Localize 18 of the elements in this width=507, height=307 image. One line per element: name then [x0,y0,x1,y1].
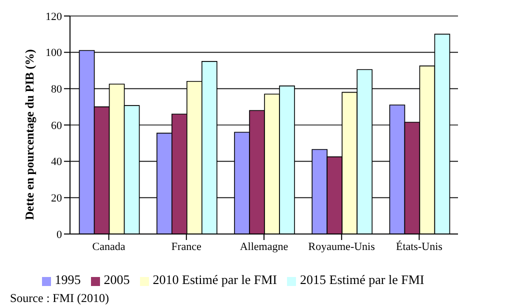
legend-label: 2010 Estimé par le FMI [152,272,277,287]
legend-label: 2005 [104,272,130,287]
y-axis-title: Dette en pourcentage du PIB (%) [22,49,36,220]
y-tick-label: 20 [51,192,62,205]
source-note: Source : FMI (2010) [10,291,109,306]
x-tick-label: France [171,240,202,253]
legend-label: 2015 Estimé par le FMI [300,272,424,287]
y-tick-label: 60 [51,120,62,132]
y-tick-label: 40 [51,156,62,168]
y-tick-label: 0 [56,228,62,241]
x-tick-label: Allemagne [240,240,288,253]
x-tick-label: Royaume-Unis [308,240,375,253]
y-tick-label: 100 [46,47,62,60]
y-tick-label: 120 [46,10,62,23]
x-tick-label: Canada [92,240,126,253]
y-tick-label: 80 [51,84,62,96]
x-tick-label: États-Unis [396,240,442,253]
legend-label: 1995 [54,272,81,287]
